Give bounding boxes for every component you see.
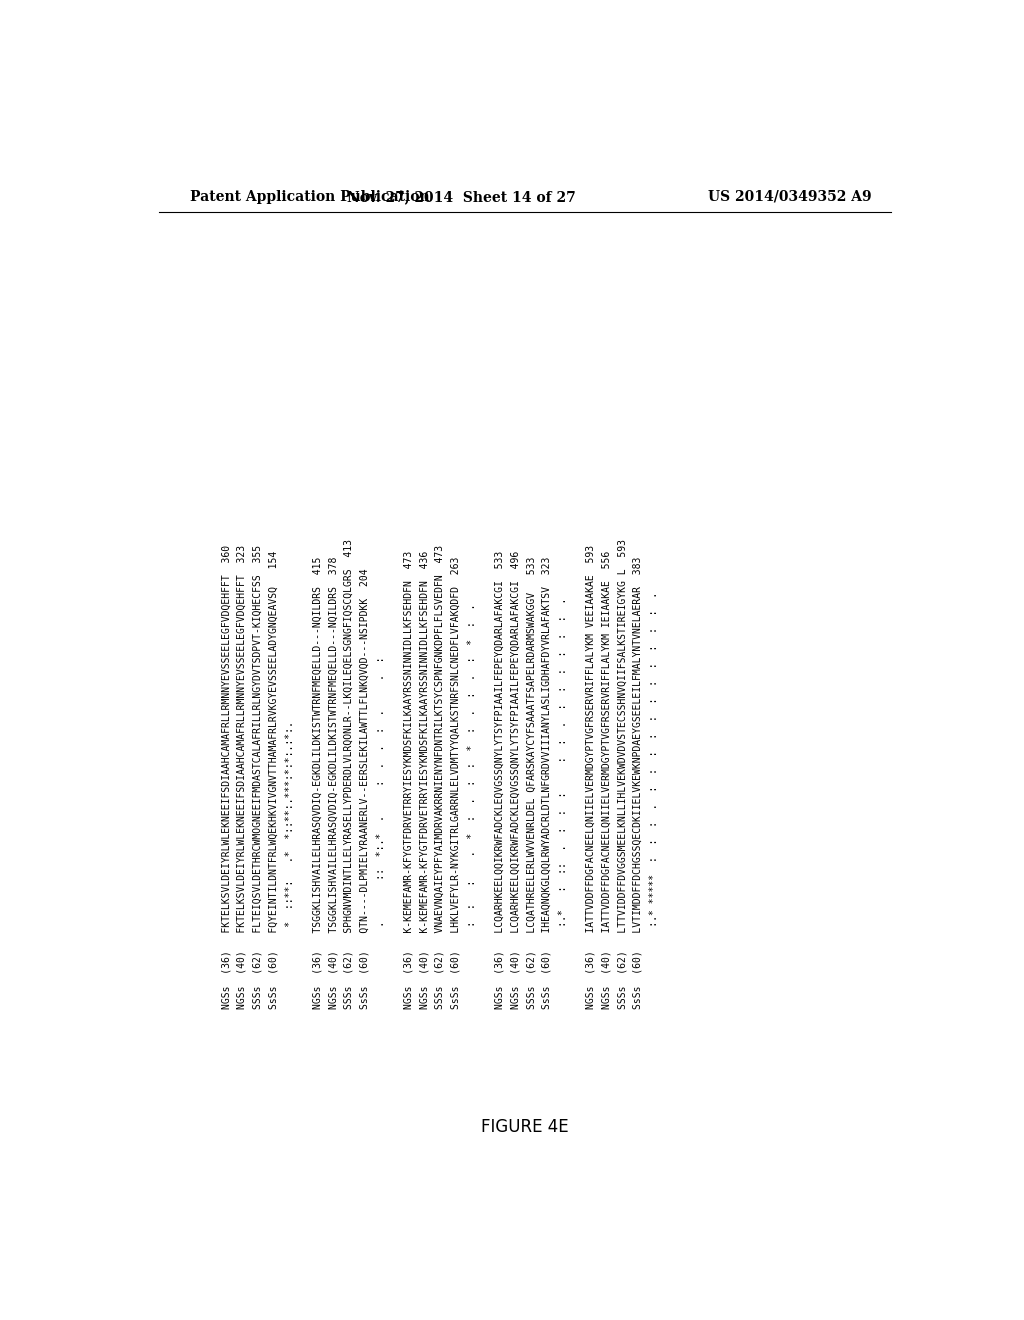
Text: *  ::**:   .*  *::**:.***:*:*:.:*:.: * ::**: .* *::**:.***:*:*:.:*:. [285,574,295,1010]
Text: FIGURE 4E: FIGURE 4E [481,1118,568,1137]
Text: SSSs  (62)   LTTVIDDFFDVGGSMEELKNLLIHLVEKWDVDVSTECSSHNVQIIFSALKSTIREIGYKG L  593: SSSs (62) LTTVIDDFFDVGGSMEELKNLLIHLVEKWD… [617,540,627,1010]
Text: :.*   :  ::  .  :  :  :     :  :  .  :  :  :  :  :  :  .: :.* : :: . : : : : : . : : : : : : . [558,586,568,1010]
Text: NGSs  (40)   K-KEMEFAMR-KFYGTFDRVETRRYIESYKMDSFKILKAAYRSSNINNIDLLKFSEHDFN  436: NGSs (40) K-KEMEFAMR-KFYGTFDRVETRRYIESYK… [419,550,429,1010]
Text: US 2014/0349352 A9: US 2014/0349352 A9 [709,190,872,203]
Text: NGSs  (36)   FKTELKSVLDEIYRLWLEKNEEIFSDIAAHCAMAFRLLRMNNYEVSSEELEGFVDQEHFFT  360: NGSs (36) FKTELKSVLDEIYRLWLEKNEEIFSDIAAH… [221,545,231,1010]
Text: NGSs  (40)   TSGGKLISHVAILELHRASQVDIQ-EGKDLILDKISTWTRNFMEQELLD---NQILDRS  378: NGSs (40) TSGGKLISHVAILELHRASQVDIQ-EGKDL… [328,557,338,1010]
Text: SsSs  (60)   FQYEINTILDNTFRLWQEKHKVIVGNVTTHAMAFRLRVKGYEVSSEELADYGNQEAVSQ   154: SsSs (60) FQYEINTILDNTFRLWQEKHKVIVGNVTTH… [268,550,279,1010]
Text: SsSs  (60)   LHKLVEFYLR-NYKGITRLGARRNLELVDMTYYQALKSTNRFSNLCNEDFLVFAKQDFD  263: SsSs (60) LHKLVEFYLR-NYKGITRLGARRNLELVDM… [451,557,461,1010]
Text: SSSs  (62)   SPHGNVMDINTLLELYRASELLYPDERDLVLRQONLR--LKQILEQELSGNGFIQSCQLGRS  413: SSSs (62) SPHGNVMDINTLLELYRASELLYPDERDLV… [344,540,354,1010]
Text: :  :   :    .  *  :  .  :  :  *  :  .  :  .  :  *  :  .: : : : . * : . : : * : . : . : * : . [467,586,477,1010]
Text: Patent Application Publication: Patent Application Publication [190,190,430,203]
Text: NGSs  (36)   K-KEMEFAMR-KFYGTFDRVETRRYIESYKMDSFKILKAAYRSSNINNIDLLKFSEHDFN  473: NGSs (36) K-KEMEFAMR-KFYGTFDRVETRRYIESYK… [403,550,414,1010]
Text: NGSs  (40)   IATTVDDFFDGFACNEELQNIIELVERMDGYPTVGFRSERVRIFFLALYKM IEIAAKAE  556: NGSs (40) IATTVDDFFDGFACNEELQNIIELVERMDG… [601,550,611,1010]
Text: NGSs  (40)   FKTELKSVLDEIYRLWLEKNEEIFSDIAAHCAMAFRLLRMNNYEVSSEELEGFVDQEHFFT  323: NGSs (40) FKTELKSVLDEIYRLWLEKNEEIFSDIAAH… [237,545,247,1010]
Text: SSSs  (62)   LCQATHREELERLWVVENRLDEL QFARSKAYCYFSAAATFSAPELRDARMSWAKGGV   533: SSSs (62) LCQATHREELERLWVVENRLDEL QFARSK… [526,557,536,1010]
Text: NGSs  (36)   IATTVDDFFDGFACNEELQNIIELVERMDGYPTVGFRSERVRIFFLALYKM VEEIAAKAE  593: NGSs (36) IATTVDDFFDGFACNEELQNIIELVERMDG… [586,545,595,1010]
Text: Nov. 27, 2014  Sheet 14 of 27: Nov. 27, 2014 Sheet 14 of 27 [347,190,575,203]
Text: NGSs  (36)   LCQARHKEELQQIKRWFADCKLEQVGSSQNYLYTSYFPIAAILFEPEYQDARLAFAKCGI  533: NGSs (36) LCQARHKEELQQIKRWFADCKLEQVGSSQN… [495,550,504,1010]
Text: SSSs  (62)   FLTEIQSVLDETHRCWMOGNEEIFMDASTCALAFRILLRLNGYDVTSDPVT-KIQHECFSS  355: SSSs (62) FLTEIQSVLDETHRCWMOGNEEIFMDASTC… [253,545,263,1010]
Text: SsSs  (60)   QTN----DLPMIELYRAANERLV--EERSLEKILAWTTLFLNKQVQD---NSIPDKK  204: SsSs (60) QTN----DLPMIELYRAANERLV--EERSL… [359,569,370,1010]
Text: NGSs  (40)   LCQARHKEELQQIKRWFADCKLEQVGSSQNYLYTSYFPIAAILFEPEYQDARLAFAKCGI  496: NGSs (40) LCQARHKEELQQIKRWFADCKLEQVGSSQN… [510,550,520,1010]
Text: :.* *****  :  :  :  .  :  :  :  :  :  :  :  :  :  :  :  .: :.* ***** : : : . : : : : : : : : : : : … [649,581,658,1010]
Text: SSSs  (62)   VNAEVNQAIEYPFYAIMDRVAKRRNIENYNFDNTRILKTSYCSPNFGNKDPFLFLSVEDFN  473: SSSs (62) VNAEVNQAIEYPFYAIMDRVAKRRNIENYN… [435,545,445,1010]
Text: NGSs  (36)   TSGGKLISHVAILELHRASQVDIQ-EGKDLILDKISTWTRNFMEQELLD---NQILDRS  415: NGSs (36) TSGGKLISHVAILELHRASQVDIQ-EGKDL… [312,557,323,1010]
Text: SsSs  (60)   IHEAQNQKGLQQLRWYADCRLDTLNFGRDVVIIIANYLASLIGDHAFDYVRLAFAKTSV  323: SsSs (60) IHEAQNQKGLQQLRWYADCRLDTLNFGRDV… [542,557,552,1010]
Text: SsSs  (60)   LVTIMDDFFDCHGSSQECDKIIELVKEWKNPDAEYGSEELEILFMALYNTVNELAERAR  383: SsSs (60) LVTIMDDFFDCHGSSQECDKIIELVKEWKN… [633,557,643,1010]
Text: .       ::  *:.*  .     :  .  .  :  .     .  :: . :: *:.* . : . . : . . : [376,574,386,1010]
